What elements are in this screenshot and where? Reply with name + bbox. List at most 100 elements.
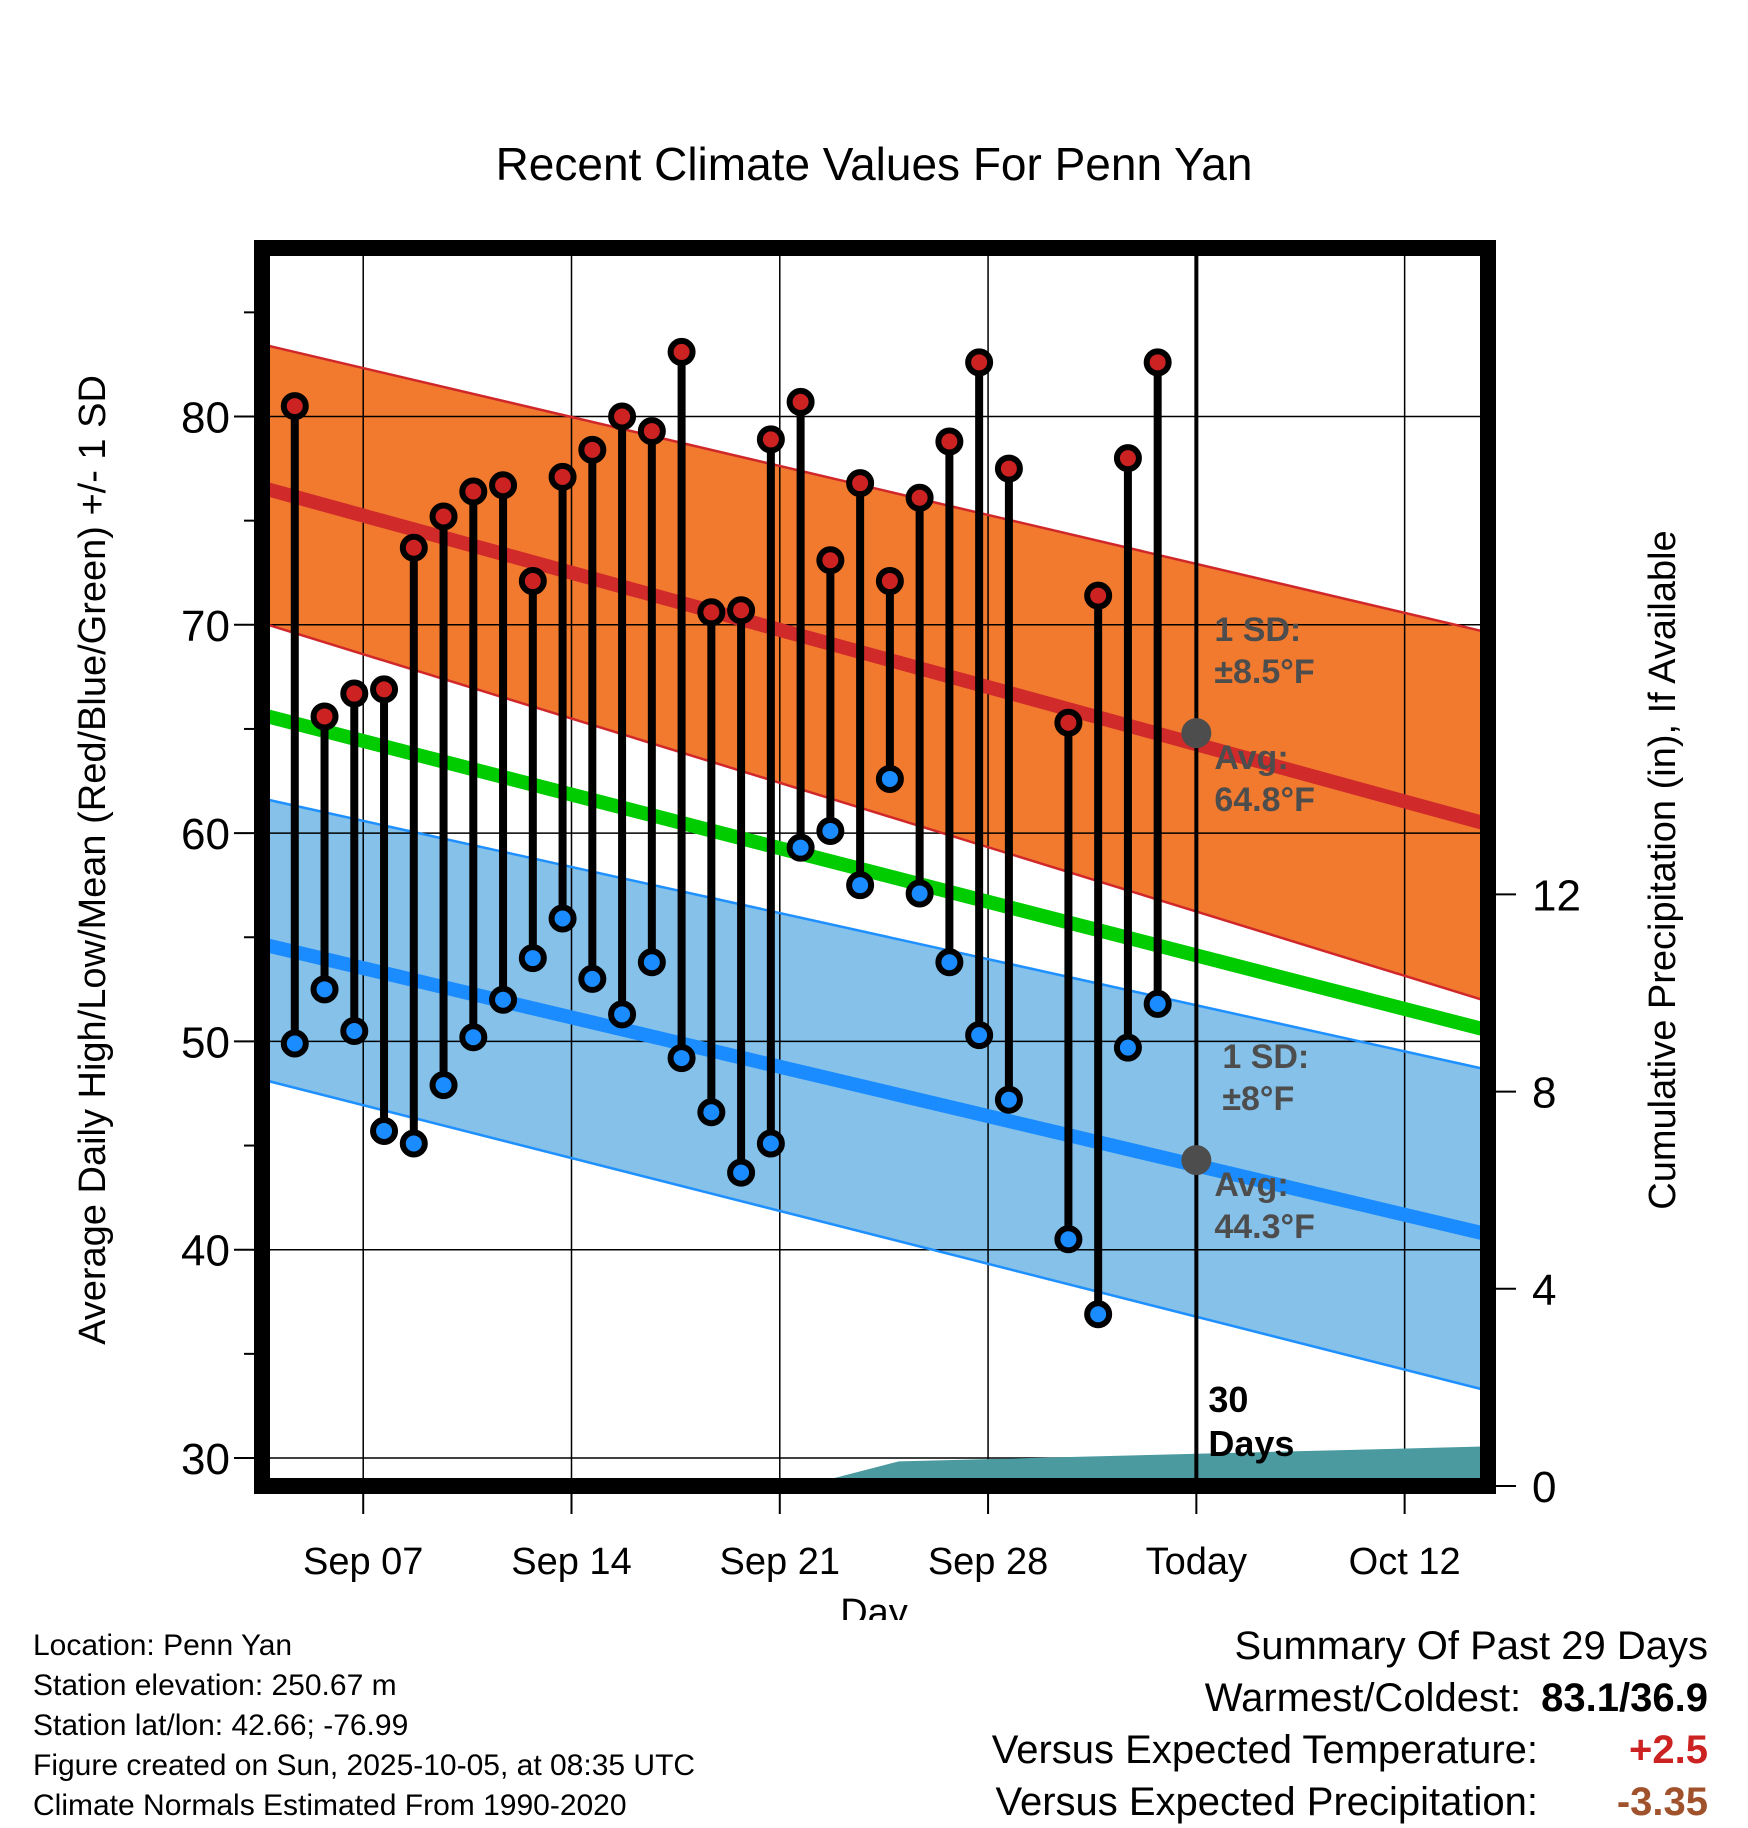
low-sd-lower-edge <box>267 1079 1483 1391</box>
summary-warmest-row: Warmest/Coldest: 83.1/36.9 <box>992 1672 1708 1724</box>
high-point <box>905 483 934 512</box>
station-info: Location: Penn Yan Station elevation: 25… <box>33 1626 695 1826</box>
low-point <box>578 964 607 993</box>
x-tick-label: Oct 12 <box>1349 1541 1461 1583</box>
high-point <box>280 392 309 421</box>
y2-tick-label: 12 <box>1532 871 1581 920</box>
low-point <box>1143 989 1172 1018</box>
high-sd-upper-edge <box>267 344 1483 633</box>
days-word-label: Days <box>1208 1423 1294 1464</box>
high-point <box>310 702 339 731</box>
y-tick-label: 70 <box>181 602 230 651</box>
high-point <box>935 427 964 456</box>
low-point <box>370 1116 399 1145</box>
high-point <box>727 596 756 625</box>
low-point <box>1084 1300 1113 1329</box>
low-sd-value: ±8°F <box>1222 1080 1294 1118</box>
warmest-value: 83.1/36.9 <box>1541 1676 1708 1720</box>
high-point <box>846 469 875 498</box>
plot-frame <box>254 240 1496 1494</box>
x-tick-label: Sep 07 <box>303 1541 423 1583</box>
high-point <box>1054 708 1083 737</box>
y-axis-label: Average Daily High/Low/Mean (Red/Blue/Gr… <box>72 375 114 1345</box>
high-avg-value: 64.8°F <box>1214 781 1315 819</box>
high-point <box>370 675 399 704</box>
low-point <box>1054 1225 1083 1254</box>
low-point <box>429 1071 458 1100</box>
high-point <box>637 417 666 446</box>
low-point <box>756 1129 785 1158</box>
latlon-text: Station lat/lon: 42.66; -76.99 <box>33 1709 409 1742</box>
precip-label: Versus Expected Precipitation: <box>995 1780 1538 1824</box>
low-point <box>875 764 904 793</box>
high-point <box>1143 348 1172 377</box>
low-point <box>310 975 339 1004</box>
temp-label: Versus Expected Temperature: <box>991 1728 1538 1772</box>
high-point <box>816 546 845 575</box>
summary-panel: Summary Of Past 29 Days Warmest/Coldest:… <box>992 1620 1708 1828</box>
today-low-avg-marker <box>1181 1145 1212 1176</box>
high-point <box>399 533 428 562</box>
y-tick-label: 80 <box>181 394 230 443</box>
low-point <box>935 948 964 977</box>
location-text: Location: Penn Yan <box>33 1629 293 1662</box>
precip-normal-area <box>803 1446 1482 1486</box>
high-point <box>965 348 994 377</box>
elevation-text: Station elevation: 250.67 m <box>33 1669 397 1702</box>
low-point <box>459 1023 488 1052</box>
high-point <box>548 462 577 491</box>
created-text: Figure created on Sun, 2025-10-05, at 08… <box>33 1749 696 1782</box>
x-axis-label: Day <box>840 1592 908 1620</box>
low-point <box>846 871 875 900</box>
high-point <box>1113 444 1142 473</box>
y-tick-label: 60 <box>181 810 230 859</box>
chart-title: Recent Climate Values For Penn Yan <box>496 138 1253 190</box>
temp-value: +2.5 <box>1629 1728 1708 1772</box>
low-point <box>786 833 815 862</box>
precip-value: -3.35 <box>1616 1780 1708 1824</box>
high-sd-label: 1 SD: <box>1214 611 1301 649</box>
high-point <box>429 502 458 531</box>
low-point <box>637 948 666 977</box>
low-point <box>489 985 518 1014</box>
high-point <box>667 337 696 366</box>
low-point <box>727 1158 756 1187</box>
low-point <box>905 879 934 908</box>
high-avg-label: Avg: <box>1214 739 1288 777</box>
low-sd-label: 1 SD: <box>1222 1038 1309 1076</box>
warmest-label: Warmest/Coldest: <box>1204 1676 1522 1720</box>
low-point <box>280 1029 309 1058</box>
summary-precip-row: Versus Expected Precipitation: -3.35 <box>992 1776 1708 1828</box>
today-high-avg-marker <box>1181 718 1212 749</box>
high-point <box>608 402 637 431</box>
plot-area: 1 SD: ±8.5°F Avg: 64.8°F 1 SD: ±8°F Avg: 44.3°F… <box>181 240 1581 1583</box>
y-tick-label: 40 <box>181 1227 230 1276</box>
high-point <box>756 425 785 454</box>
low-point <box>994 1085 1023 1114</box>
high-point <box>340 679 369 708</box>
high-point <box>875 567 904 596</box>
x-tick-label: Sep 14 <box>511 1541 631 1583</box>
high-point <box>786 387 815 416</box>
y2-tick-label: 8 <box>1532 1069 1556 1118</box>
summary-temp-row: Versus Expected Temperature: +2.5 <box>992 1724 1708 1776</box>
y2-axis-label: Cumulative Precipitation (in), If Availa… <box>1642 530 1684 1209</box>
high-point <box>1084 581 1113 610</box>
low-point <box>816 817 845 846</box>
high-point <box>459 477 488 506</box>
summary-title: Summary Of Past 29 Days <box>1234 1624 1708 1668</box>
y2-tick-label: 4 <box>1532 1266 1556 1315</box>
y-tick-label: 50 <box>181 1018 230 1067</box>
days-count-label: 30 <box>1208 1379 1248 1420</box>
low-point <box>399 1129 428 1158</box>
high-sd-value: ±8.5°F <box>1214 653 1314 691</box>
climate-chart: Recent Climate Values For Penn Yan 1 SD:… <box>72 138 1684 1620</box>
low-point <box>548 904 577 933</box>
low-point <box>608 1000 637 1029</box>
y-tick-label: 30 <box>181 1435 230 1484</box>
high-point <box>489 471 518 500</box>
low-point <box>1113 1033 1142 1062</box>
x-tick-label: Sep 21 <box>720 1541 840 1583</box>
y2-tick-label: 0 <box>1532 1463 1556 1512</box>
high-point <box>518 567 547 596</box>
